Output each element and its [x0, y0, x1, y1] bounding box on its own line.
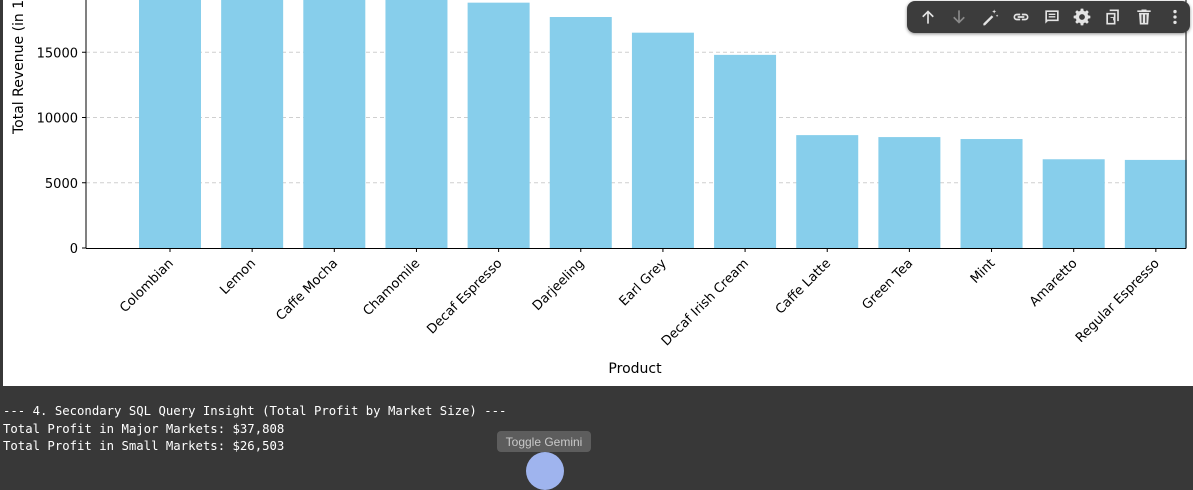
axes	[82, 0, 1187, 252]
plot-output: 0 5000 10000 15000 Colombian Lemon Caffe Moch…	[3, 0, 1193, 386]
bar	[467, 2, 530, 248]
x-tick-label: Mint	[968, 256, 999, 287]
y-tick-labels: 0 5000 10000 15000	[37, 46, 78, 257]
trash-icon	[1137, 9, 1151, 25]
toggle-gemini-tooltip: Toggle Gemini	[497, 431, 591, 452]
x-tick-label: Caffe Mocha	[273, 256, 341, 324]
magic-wand-icon	[983, 9, 999, 26]
bar	[221, 0, 284, 248]
x-tick-label: Lemon	[217, 256, 259, 298]
bar	[796, 135, 859, 248]
bar-chart: 0 5000 10000 15000 Colombian Lemon Caffe Moch…	[11, 0, 1187, 377]
x-axis-label: Product	[608, 361, 662, 377]
bar	[1124, 159, 1187, 248]
mirror-cell-icon	[1106, 9, 1119, 25]
bar	[1042, 159, 1105, 248]
output-line: --- 4. Secondary SQL Query Insight (Tota…	[3, 404, 507, 418]
x-tick-label: Earl Grey	[617, 256, 670, 309]
x-tick-label: Green Tea	[860, 256, 917, 313]
bar	[385, 0, 448, 248]
move-down-button[interactable]	[944, 1, 975, 33]
output-line: Total Profit in Major Markets: $37,808	[3, 421, 285, 436]
arrow-down-icon	[953, 10, 966, 24]
more-vert-icon	[1172, 9, 1177, 25]
x-tick-label: Regular Espresso	[1073, 256, 1163, 346]
comment-icon	[1044, 10, 1059, 24]
bar	[714, 54, 777, 248]
x-tick-labels: Colombian Lemon Caffe Mocha Chamomile Decaf …	[117, 256, 1163, 349]
y-tick-label: 5000	[45, 177, 78, 192]
link-icon	[1013, 13, 1029, 21]
gemini-button[interactable]	[526, 452, 564, 490]
gear-icon	[1073, 8, 1091, 26]
x-tick-label: Caffe Latte	[773, 256, 834, 317]
y-axis-label: Total Revenue (in 1	[11, 0, 27, 135]
x-tick-label: Chamomile	[361, 256, 424, 319]
settings-button[interactable]	[1067, 1, 1098, 33]
x-tick-label: Decaf Irish Cream	[659, 256, 752, 349]
y-tick-label: 10000	[37, 112, 78, 127]
y-tick-label: 0	[70, 242, 78, 257]
mirror-cell-button[interactable]	[1098, 1, 1129, 33]
bar	[878, 137, 941, 248]
comment-button[interactable]	[1036, 1, 1067, 33]
bar	[139, 0, 201, 248]
y-tick-label: 15000	[37, 46, 78, 61]
bars	[139, 0, 1187, 248]
move-up-button[interactable]	[913, 1, 944, 33]
arrow-up-icon	[922, 10, 935, 24]
x-tick-label: Colombian	[117, 256, 177, 316]
bar	[631, 32, 694, 248]
x-tick-label: Decaf Espresso	[424, 256, 505, 337]
x-tick-label: Amaretto	[1027, 256, 1081, 310]
link-button[interactable]	[1005, 1, 1036, 33]
cell-text-output: --- 4. Secondary SQL Query Insight (Tota…	[3, 403, 506, 456]
delete-button[interactable]	[1128, 1, 1159, 33]
bar	[303, 0, 366, 248]
generate-button[interactable]	[975, 1, 1006, 33]
bar	[549, 17, 612, 248]
more-options-button[interactable]	[1159, 1, 1190, 33]
x-tick-label: Darjeeling	[530, 256, 588, 314]
cell-toolbar	[907, 1, 1190, 33]
output-line: Total Profit in Small Markets: $26,503	[3, 439, 285, 453]
bar	[960, 139, 1023, 248]
